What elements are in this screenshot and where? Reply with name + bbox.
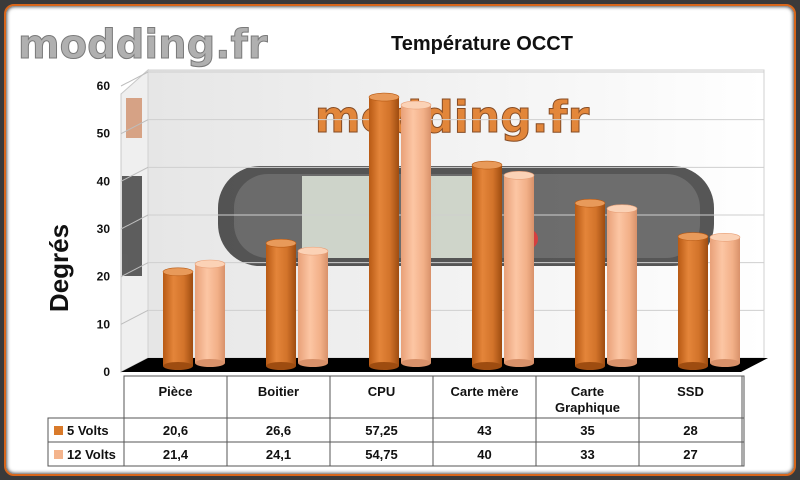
y-tick-label: 20: [97, 270, 111, 284]
data-label: 21,4: [163, 447, 189, 462]
bar-body: [678, 236, 708, 366]
bar-base: [607, 359, 637, 367]
bar-base: [504, 359, 534, 367]
bar-top: [265, 238, 297, 248]
data-label: 43: [477, 423, 491, 438]
gridlines: [120, 71, 764, 325]
bar-body: [504, 175, 534, 363]
bar-base: [369, 362, 399, 370]
bar-top: [194, 259, 226, 269]
bar: [368, 92, 400, 370]
bar: [503, 171, 535, 367]
bar-base: [401, 359, 431, 367]
legend-series-name: 5 Volts: [67, 423, 109, 438]
data-label: 28: [683, 423, 697, 438]
table-header-row: [123, 375, 745, 419]
bar-base: [710, 359, 740, 367]
chart-title: Température OCCT: [391, 33, 573, 55]
watermark-center: modding.fr: [315, 92, 590, 143]
data-label: 35: [580, 423, 594, 438]
bar-top: [503, 171, 535, 180]
x-category-label: SSD: [677, 384, 704, 399]
data-label: 26,6: [266, 423, 291, 438]
bar-base: [163, 362, 193, 370]
bar-base: [575, 362, 605, 370]
bar-base: [298, 359, 328, 367]
bar: [677, 232, 709, 370]
gridline: [120, 214, 149, 230]
bars: [162, 92, 741, 370]
bar-base: [678, 362, 708, 370]
y-axis-title: Degrés: [44, 224, 74, 312]
gridline: [120, 166, 149, 182]
legend-series-name: 12 Volts: [67, 447, 116, 462]
bar-body: [266, 243, 296, 366]
bar: [297, 246, 329, 367]
watermark-logo: modding.fr: [18, 22, 268, 68]
x-category-label: Carte mère: [451, 384, 519, 399]
y-tick-label: 40: [97, 174, 111, 188]
data-label: 40: [477, 447, 491, 462]
legend-swatch: [54, 450, 63, 459]
x-category-label: Graphique: [555, 400, 620, 415]
bar: [606, 204, 638, 367]
data-label: 24,1: [266, 447, 291, 462]
bar: [162, 267, 194, 370]
bar: [471, 160, 503, 370]
bar: [194, 259, 226, 367]
bar-body: [298, 251, 328, 363]
bar-top: [606, 204, 638, 213]
y-tick-label: 60: [97, 79, 111, 93]
bar-body: [472, 165, 502, 366]
y-tick-label: 30: [97, 222, 111, 236]
bar: [574, 198, 606, 370]
bar-body: [710, 237, 740, 363]
chart-svg: modding.fr Température OCCT Degrés moddi…: [18, 22, 768, 467]
bar-base: [472, 362, 502, 370]
bar-body: [607, 208, 637, 363]
y-tick-label: 50: [97, 127, 111, 141]
data-label: 54,75: [365, 447, 398, 462]
x-category-label: Pièce: [159, 384, 193, 399]
x-category-label: CPU: [368, 384, 395, 399]
bar-top: [297, 246, 329, 256]
gridline: [120, 309, 149, 325]
bar-top: [400, 100, 432, 110]
y-tick-labels: 0 10 20 30 40 50 60: [97, 79, 111, 379]
bar-top: [471, 160, 503, 170]
bar-top: [574, 198, 606, 208]
bar: [709, 233, 741, 367]
bar-top: [709, 233, 741, 242]
data-label: 33: [580, 447, 594, 462]
legend-swatch: [54, 426, 63, 435]
y-tick-label: 10: [97, 317, 111, 331]
bar-top: [677, 232, 709, 241]
data-label: 57,25: [365, 423, 398, 438]
x-category-label: Carte: [571, 384, 604, 399]
bar-base: [195, 359, 225, 367]
data-label: 27: [683, 447, 697, 462]
gridline: [120, 119, 149, 135]
chart-frame: modding.fr Température OCCT Degrés moddi…: [4, 4, 796, 476]
data-label: 20,6: [163, 423, 188, 438]
bar: [265, 238, 297, 370]
bar-body: [575, 203, 605, 366]
gridline: [120, 71, 149, 87]
bar-body: [401, 105, 431, 364]
x-category-label: Boitier: [258, 384, 299, 399]
bar-body: [195, 263, 225, 363]
bar-base: [266, 362, 296, 370]
y-tick-label: 0: [103, 365, 110, 379]
bar-body: [369, 97, 399, 366]
bar-top: [162, 267, 194, 277]
gridline: [120, 262, 149, 278]
bar-body: [163, 271, 193, 366]
bar: [400, 100, 432, 367]
bar-top: [368, 92, 400, 102]
